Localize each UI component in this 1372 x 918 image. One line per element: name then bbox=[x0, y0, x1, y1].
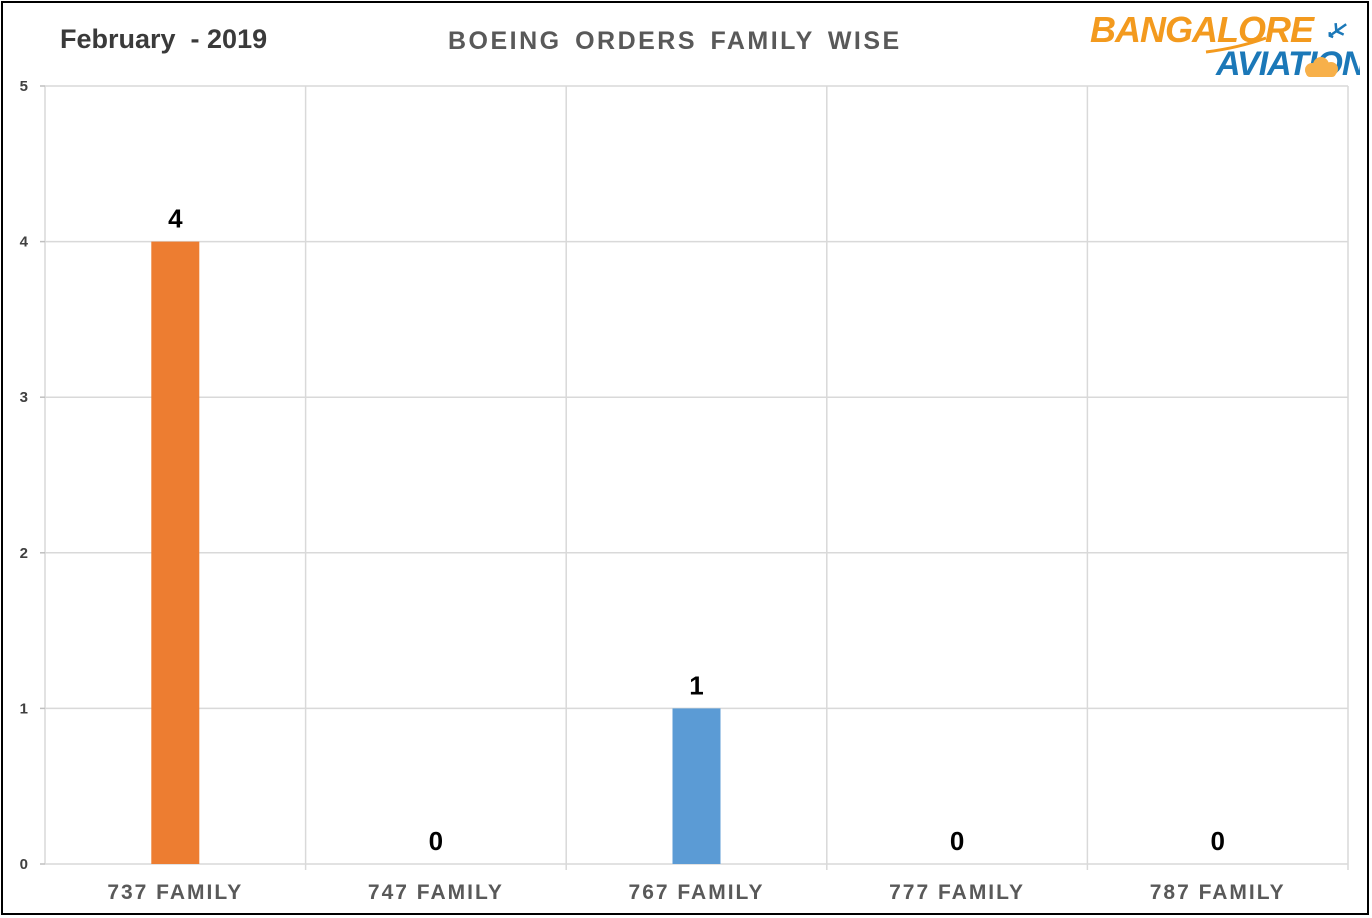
y-tick-label: 0 bbox=[20, 856, 28, 873]
x-tick-label: 747 FAMILY bbox=[368, 881, 504, 904]
y-tick-label: 1 bbox=[20, 700, 28, 717]
cloud-icon bbox=[1305, 57, 1338, 77]
bar-737-family bbox=[151, 241, 200, 865]
x-tick-label: 767 FAMILY bbox=[629, 881, 765, 904]
data-label: 1 bbox=[689, 670, 703, 700]
x-axis-ticks: 737 FAMILY 747 FAMILY 767 FAMILY 777 FAMILY… bbox=[107, 881, 1286, 904]
chart-title: BOEING ORDERS FAMILY WISE bbox=[448, 27, 902, 55]
x-tick-label: 787 FAMILY bbox=[1150, 881, 1286, 904]
data-label: 0 bbox=[1210, 826, 1224, 856]
bars bbox=[151, 241, 721, 865]
y-tick-label: 4 bbox=[20, 234, 29, 251]
data-label: 0 bbox=[429, 826, 443, 856]
y-tick-label: 3 bbox=[20, 389, 28, 406]
logo-swoosh bbox=[1205, 36, 1267, 54]
y-axis-ticks: 0 1 2 3 4 5 bbox=[20, 78, 45, 873]
bangalore-aviation-logo: BANGALORE AVIATION bbox=[1090, 9, 1360, 80]
x-tick-label: 737 FAMILY bbox=[107, 881, 243, 904]
data-label: 4 bbox=[168, 204, 183, 234]
grid-lines bbox=[44, 85, 1349, 870]
logo-line-2: AVIATION bbox=[1215, 45, 1360, 80]
y-tick-label: 2 bbox=[20, 545, 28, 562]
x-tick-label: 777 FAMILY bbox=[889, 881, 1025, 904]
y-tick-label: 5 bbox=[20, 78, 28, 95]
airplane-icon bbox=[1328, 23, 1347, 39]
data-label: 0 bbox=[950, 826, 964, 856]
bar-767-family bbox=[672, 708, 721, 864]
data-labels: 4 0 1 0 0 bbox=[168, 204, 1225, 856]
logo-line-1: BANGALORE bbox=[1090, 9, 1315, 50]
chart-subtitle: February - 2019 bbox=[60, 24, 268, 54]
